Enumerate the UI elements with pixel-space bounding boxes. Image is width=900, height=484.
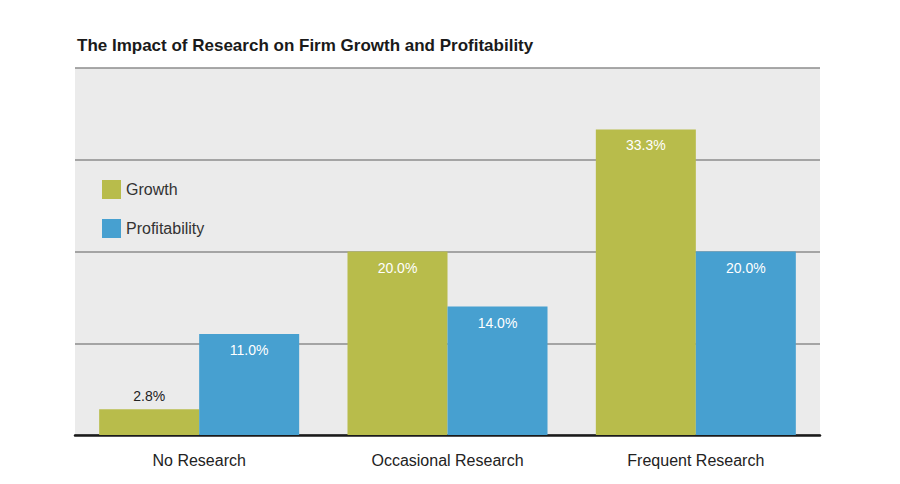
svg-text:11.0%: 11.0% <box>230 342 269 358</box>
svg-text:No Research: No Research <box>152 452 245 469</box>
svg-text:Frequent Research: Frequent Research <box>627 452 764 469</box>
svg-text:Growth: Growth <box>126 181 178 198</box>
svg-text:The Impact of Research on Firm: The Impact of Research on Firm Growth an… <box>77 36 534 55</box>
svg-text:14.0%: 14.0% <box>478 315 518 331</box>
svg-text:33.3%: 33.3% <box>626 137 666 153</box>
svg-text:2.8%: 2.8% <box>133 388 165 404</box>
svg-text:Profitability: Profitability <box>126 220 204 237</box>
svg-text:Occasional Research: Occasional Research <box>371 452 523 469</box>
svg-text:20.0%: 20.0% <box>378 260 418 276</box>
svg-text:20.0%: 20.0% <box>726 260 766 276</box>
